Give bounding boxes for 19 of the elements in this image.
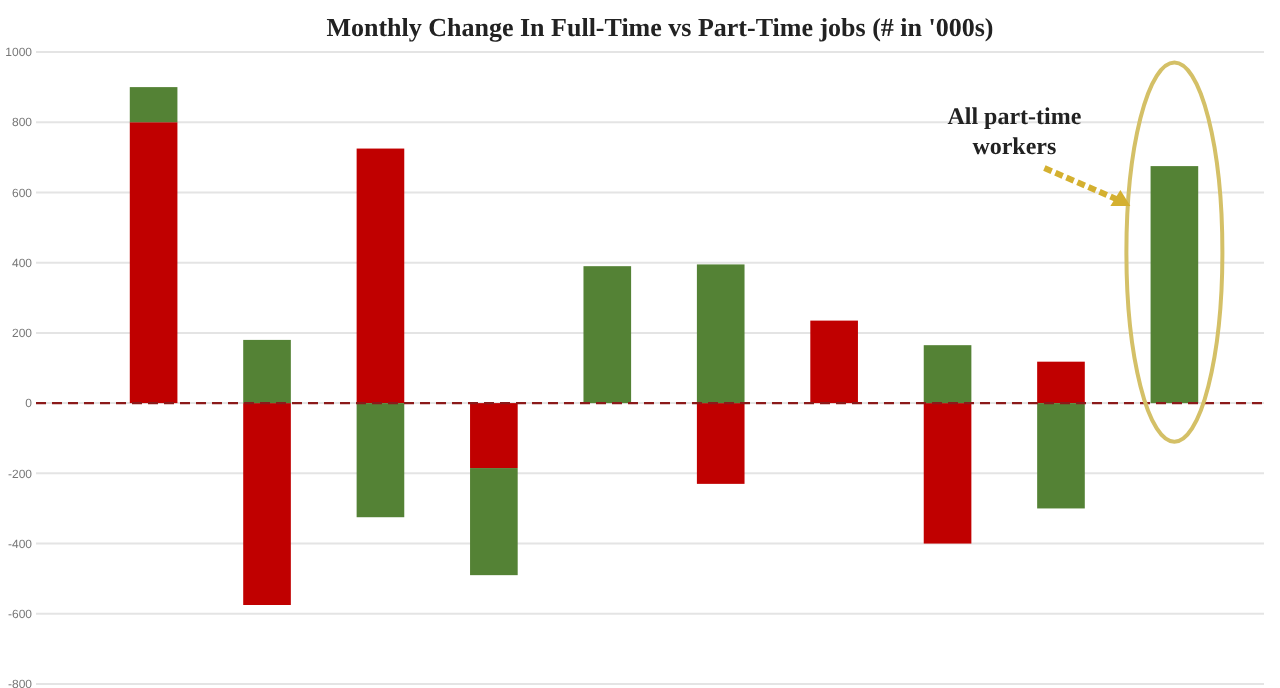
bar (1037, 403, 1085, 509)
bar (356, 403, 405, 518)
bar (243, 403, 291, 605)
bar (810, 320, 858, 404)
bar (243, 339, 291, 404)
bar (923, 403, 972, 544)
bar (696, 403, 745, 484)
chart-title: Monthly Change In Full-Time vs Part-Time jobs (# in '000s) (326, 12, 994, 42)
bar (583, 266, 632, 404)
bar (1037, 361, 1085, 404)
bar (129, 122, 178, 404)
bar (470, 403, 518, 469)
bar (356, 148, 405, 404)
bar (470, 468, 518, 576)
bar (696, 264, 745, 404)
bar (129, 87, 178, 123)
annotation: All part-time workers (947, 102, 1083, 160)
bar (1150, 166, 1199, 404)
bar (923, 345, 972, 404)
